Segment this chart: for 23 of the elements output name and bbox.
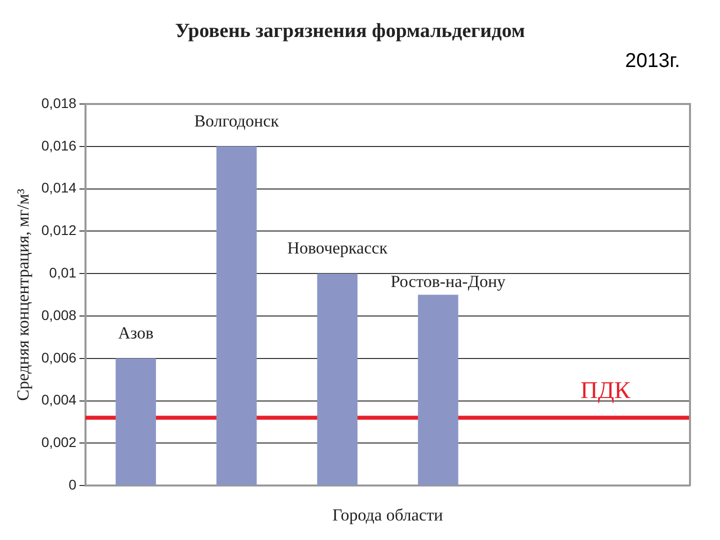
y-tick-label: 0,002 xyxy=(41,434,77,450)
y-tick-label: 0,016 xyxy=(41,137,77,154)
bar xyxy=(116,358,156,486)
chart-title: Уровень загрязнения формальдегидом xyxy=(175,20,525,42)
y-tick-label: 0,004 xyxy=(41,392,77,408)
bar xyxy=(317,274,358,486)
y-tick-label: 0,01 xyxy=(49,264,77,280)
x-tick-label: Ростов-на-Дону xyxy=(390,272,506,291)
x-axis-title: Города области xyxy=(332,505,444,524)
y-tick-label: 0 xyxy=(68,476,77,492)
x-tick-label: Волгодонск xyxy=(194,111,280,130)
ref-line-label: ПДК xyxy=(580,378,632,404)
y-tick-label: 0,012 xyxy=(41,222,77,238)
bar xyxy=(418,294,458,486)
text: 2013г. xyxy=(625,50,680,73)
y-tick-label: 0,008 xyxy=(41,306,77,323)
y-tick-label: 0,014 xyxy=(41,180,77,196)
y-tick-label: 0,018 xyxy=(41,94,77,111)
x-tick-label: Новочеркасск xyxy=(287,238,388,258)
y-tick-label: 0,006 xyxy=(41,349,77,366)
x-tick-label: Азов xyxy=(118,323,154,342)
y-axis-title: Средняя концентрация, мг/м³ xyxy=(14,188,33,401)
bar xyxy=(216,146,257,486)
